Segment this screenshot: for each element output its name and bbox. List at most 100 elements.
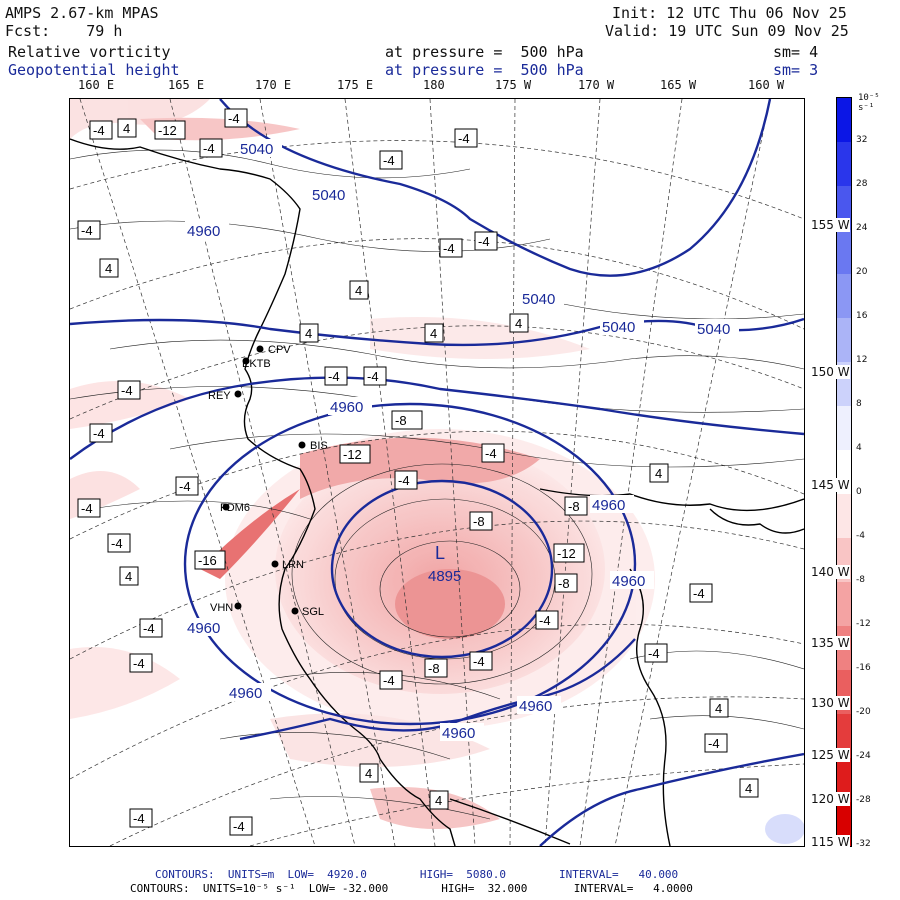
colorbar-tick-label: 32 — [856, 135, 868, 145]
height-label: 5040 — [522, 291, 555, 308]
svg-text:-12: -12 — [557, 546, 576, 561]
vort-label: -4 — [129, 808, 153, 828]
model-title: AMPS 2.67-km MPAS — [5, 4, 159, 22]
vort-label: -4 — [324, 366, 348, 386]
vort-label: -8 — [391, 410, 423, 430]
colorbar-swatch — [837, 494, 851, 538]
vort-label: -4 — [199, 138, 223, 158]
vort-label: -4 — [644, 643, 668, 663]
colorbar-unit: 10⁻⁵ s⁻¹ — [858, 93, 880, 113]
vort-label: 4 — [349, 280, 369, 300]
vort-label: 4 — [359, 763, 379, 783]
svg-text:-8: -8 — [395, 413, 407, 428]
lat-label: 130 W — [811, 696, 850, 710]
forecast-hour: Fcst: 79 h — [5, 22, 123, 40]
lon-label: 180 — [423, 78, 445, 92]
colorbar-tick-label: -32 — [856, 839, 871, 849]
lon-label: 175 E — [337, 78, 374, 92]
vort-label: 4 — [299, 323, 319, 343]
vort-label: -4 — [454, 128, 478, 148]
colorbar — [836, 97, 852, 847]
svg-text:-8: -8 — [558, 576, 570, 591]
svg-text:4: 4 — [305, 326, 312, 341]
lat-label: 135 W — [811, 636, 850, 650]
colorbar-tick-label: 20 — [856, 267, 868, 277]
height-label: 4960 — [187, 620, 220, 637]
vort-label: -4 — [481, 443, 505, 463]
svg-text:-4: -4 — [367, 369, 379, 384]
station-label: BIS — [310, 440, 328, 452]
lon-label: 160 W — [748, 78, 785, 92]
vort-label: -12 — [553, 543, 585, 563]
field2-name: Geopotential height — [8, 61, 180, 79]
lat-label: 120 W — [811, 792, 850, 806]
svg-text:-4: -4 — [539, 613, 551, 628]
svg-text:-4: -4 — [111, 536, 123, 551]
vort-label: -4 — [379, 150, 403, 170]
station-label: FDM6 — [220, 502, 250, 514]
svg-text:4: 4 — [430, 326, 437, 341]
svg-text:-4: -4 — [458, 131, 470, 146]
svg-text:-12: -12 — [158, 123, 177, 138]
map-canvas: 5040 5040 5040 5040 5040 4960 4960 4960 … — [70, 99, 804, 846]
vort-label: 4 — [649, 463, 669, 483]
vort-label: -4 — [704, 733, 728, 753]
lon-label: 170 E — [255, 78, 292, 92]
svg-text:-4: -4 — [383, 673, 395, 688]
vort-label: -4 — [689, 583, 713, 603]
svg-text:-4: -4 — [121, 383, 133, 398]
vort-label: -4 — [394, 470, 418, 490]
svg-text:-4: -4 — [648, 646, 660, 661]
colorbar-tick-label: 0 — [856, 487, 862, 497]
svg-text:4: 4 — [355, 283, 362, 298]
station-label: SGL — [302, 606, 324, 618]
colorbar-swatch — [837, 758, 851, 802]
vort-label: 4 — [709, 698, 729, 718]
height-label: 4960 — [330, 399, 363, 416]
vort-label: -4 — [363, 366, 387, 386]
height-label: 4960 — [442, 725, 475, 742]
vort-label: -4 — [229, 816, 253, 836]
svg-text:4: 4 — [715, 701, 722, 716]
svg-text:-8: -8 — [428, 661, 440, 676]
svg-text:-4: -4 — [478, 234, 490, 249]
lon-label: 165 E — [168, 78, 205, 92]
svg-text:-4: -4 — [179, 479, 191, 494]
vort-label: -4 — [224, 108, 248, 128]
svg-text:-4: -4 — [133, 811, 145, 826]
vort-label: -4 — [469, 651, 493, 671]
station-label: REY — [208, 390, 231, 402]
lat-label: 125 W — [811, 748, 850, 762]
svg-text:-4: -4 — [233, 819, 245, 834]
svg-text:-4: -4 — [398, 473, 410, 488]
height-label: 4960 — [187, 223, 220, 240]
svg-text:-16: -16 — [198, 553, 217, 568]
lat-label: 155 W — [811, 218, 850, 232]
lat-label: 150 W — [811, 365, 850, 379]
svg-text:-4: -4 — [328, 369, 340, 384]
svg-text:-4: -4 — [443, 241, 455, 256]
vort-label: 4 — [424, 323, 444, 343]
station-label: LRN — [282, 559, 304, 571]
colorbar-swatch — [837, 98, 851, 142]
vort-label: -4 — [77, 498, 101, 518]
vort-label: -8 — [424, 658, 448, 678]
vort-label: 4 — [99, 258, 119, 278]
vort-label: 4 — [117, 118, 137, 138]
colorbar-tick-label: 28 — [856, 179, 868, 189]
coastline — [70, 138, 804, 846]
vorticity-shading — [70, 99, 804, 844]
colorbar-swatch — [837, 582, 851, 626]
height-label: 4960 — [519, 698, 552, 715]
station-label: VHN — [210, 602, 233, 614]
colorbar-tick-label: 16 — [856, 311, 868, 321]
svg-text:4: 4 — [515, 316, 522, 331]
lat-label: 145 W — [811, 478, 850, 492]
colorbar-tick-label: 8 — [856, 399, 862, 409]
svg-text:-12: -12 — [343, 447, 362, 462]
lon-label: 160 E — [78, 78, 115, 92]
vort-label: 4 — [739, 778, 759, 798]
svg-text:-4: -4 — [228, 111, 240, 126]
colorbar-tick-label: -12 — [856, 619, 871, 629]
vorticity-labels: -4 4 -12 -4 -4 -4 4 -4 -4 4 -4 -4 4 4 4 … — [77, 108, 759, 836]
